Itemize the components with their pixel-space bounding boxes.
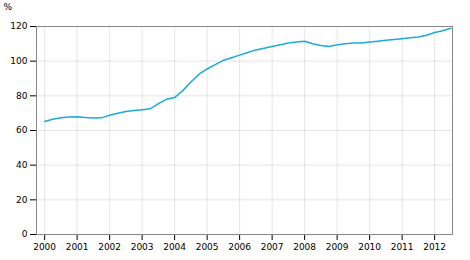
svg-text:2012: 2012 bbox=[423, 242, 446, 252]
svg-text:60: 60 bbox=[16, 125, 28, 135]
svg-text:2002: 2002 bbox=[98, 242, 121, 252]
svg-text:120: 120 bbox=[10, 21, 27, 31]
svg-text:0: 0 bbox=[22, 229, 28, 239]
svg-text:2005: 2005 bbox=[196, 242, 219, 252]
svg-text:2010: 2010 bbox=[358, 242, 381, 252]
svg-text:20: 20 bbox=[16, 195, 28, 205]
svg-text:2011: 2011 bbox=[391, 242, 414, 252]
svg-text:2008: 2008 bbox=[293, 242, 316, 252]
svg-text:2003: 2003 bbox=[131, 242, 154, 252]
svg-text:2009: 2009 bbox=[326, 242, 349, 252]
svg-text:80: 80 bbox=[16, 91, 28, 101]
svg-text:100: 100 bbox=[10, 56, 27, 66]
svg-text:2007: 2007 bbox=[261, 242, 284, 252]
svg-text:%: % bbox=[4, 2, 13, 12]
svg-text:40: 40 bbox=[16, 160, 28, 170]
svg-text:2001: 2001 bbox=[66, 242, 89, 252]
svg-text:2000: 2000 bbox=[33, 242, 56, 252]
svg-text:2004: 2004 bbox=[163, 242, 186, 252]
svg-text:2006: 2006 bbox=[228, 242, 251, 252]
